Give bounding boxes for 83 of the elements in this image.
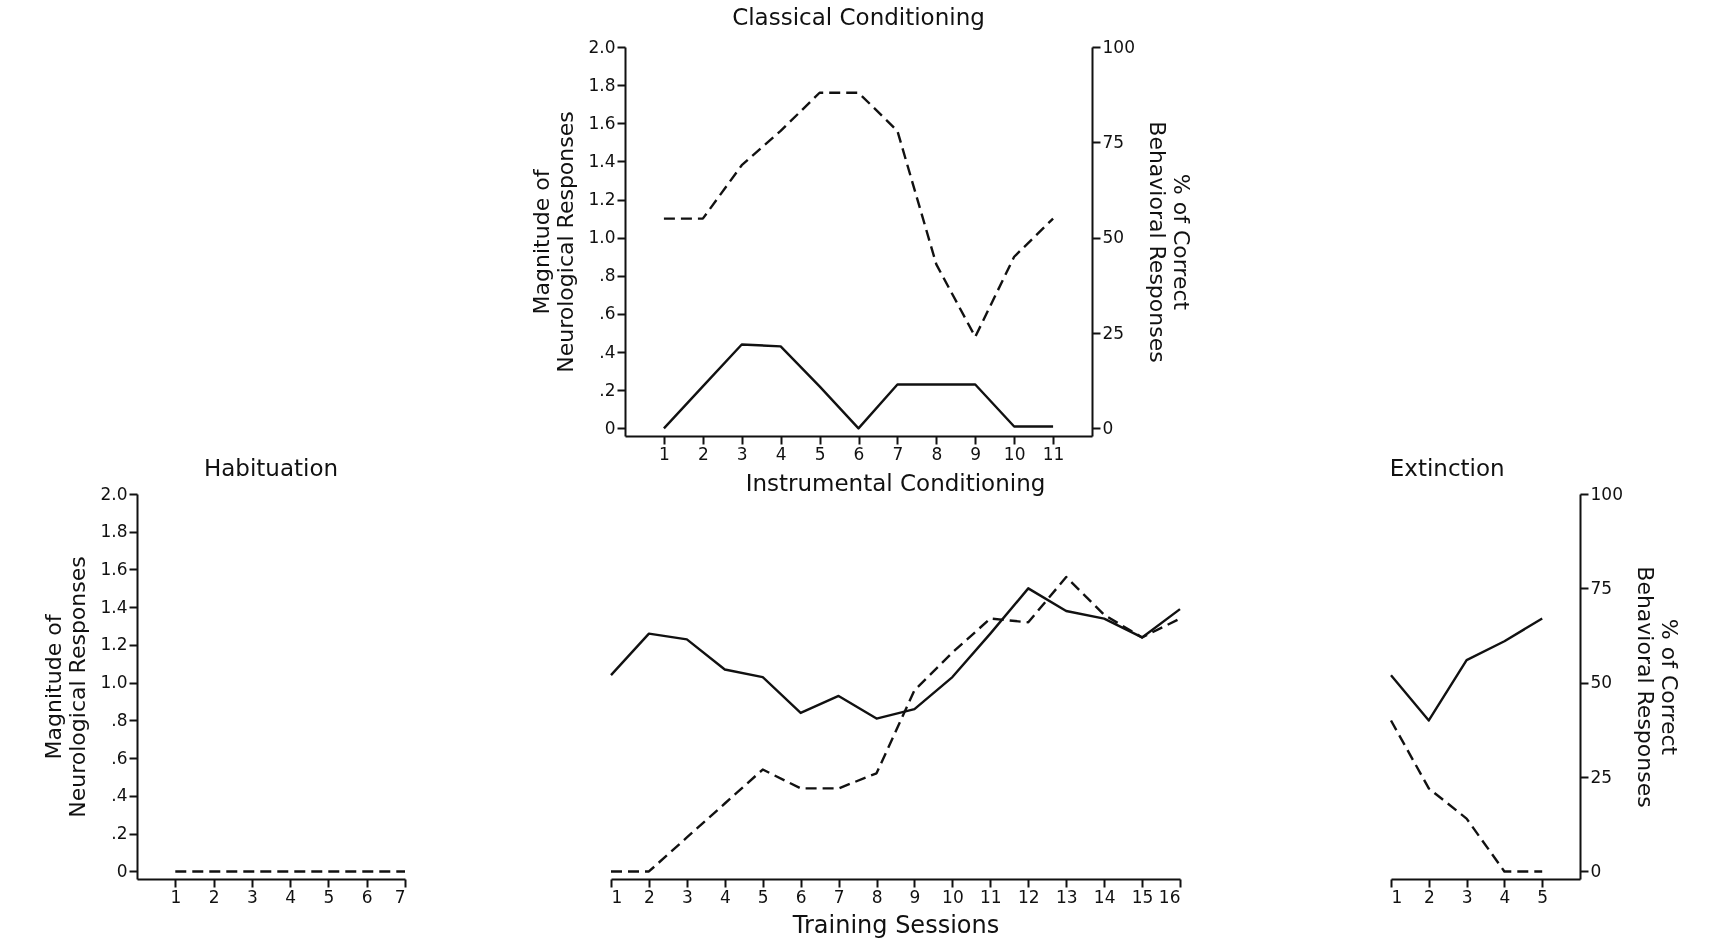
x-tick-label: 6 xyxy=(853,443,865,464)
x-tick-label: 9 xyxy=(970,443,982,464)
y2-tick-label: 25 xyxy=(1102,322,1125,343)
y-tick-label: 1.6 xyxy=(588,112,616,133)
x-tick-label: 11 xyxy=(980,886,1002,907)
y-tick-label: .6 xyxy=(599,303,616,324)
x-tick-label: 4 xyxy=(775,443,787,464)
y2-tick-label: 50 xyxy=(1590,672,1613,693)
y-tick-label: .2 xyxy=(111,823,128,844)
y-axis-title: Magnitude of Neurological Responses xyxy=(41,556,91,818)
y2-tick-label: 100 xyxy=(1102,36,1135,57)
y-tick-label: 1.8 xyxy=(588,74,616,95)
y-tick-label: 1.8 xyxy=(100,521,128,542)
chart-title: Classical Conditioning xyxy=(732,4,985,30)
y2-tick-label: 50 xyxy=(1102,227,1125,248)
x-tick-label: 4 xyxy=(285,886,297,907)
y-tick-label: .8 xyxy=(111,709,128,730)
x-tick-label: 8 xyxy=(871,886,883,907)
y-tick-label: 1.2 xyxy=(588,189,616,210)
y-tick-label: .4 xyxy=(599,341,616,362)
y-axis-title: Magnitude of Neurological Responses xyxy=(529,111,579,373)
x-tick-label: 13 xyxy=(1055,886,1078,907)
x-tick-label: 8 xyxy=(931,443,943,464)
chart-title: Habituation xyxy=(203,455,339,481)
y-tick-label: 0 xyxy=(604,417,616,438)
x-tick-label: 2 xyxy=(1423,886,1435,907)
line-series xyxy=(662,91,1055,339)
x-tick-label: 4 xyxy=(1499,886,1511,907)
x-tick-label: 3 xyxy=(246,886,258,907)
x-tick-label: 5 xyxy=(757,886,769,907)
y-tick-label: .8 xyxy=(599,265,616,286)
x-tick-label: 10 xyxy=(1003,443,1026,464)
y-tick-label: 2.0 xyxy=(100,483,128,504)
y2-tick-label: 0 xyxy=(1590,860,1602,881)
y-tick-label: 1.0 xyxy=(100,672,128,693)
chart-title: Instrumental Conditioning xyxy=(745,470,1046,496)
x-tick-label: 6 xyxy=(795,886,807,907)
x-tick-label: 15 xyxy=(1131,886,1154,907)
x-tick-label: 11 xyxy=(1042,443,1065,464)
x-tick-label: 16 xyxy=(1158,886,1181,907)
x-tick-label: 7 xyxy=(833,886,845,907)
y2-tick-label: 75 xyxy=(1590,577,1613,598)
x-tick-label: 9 xyxy=(909,886,921,907)
line-series xyxy=(662,343,1055,430)
x-tick-label: 4 xyxy=(719,886,731,907)
y2-tick-label: 25 xyxy=(1590,766,1613,787)
x-tick-label: 3 xyxy=(736,443,748,464)
x-tick-label: 5 xyxy=(1537,886,1549,907)
x-tick-label: 1 xyxy=(611,886,623,907)
y-tick-label: .4 xyxy=(111,785,128,806)
x-axis-title: Training Sessions xyxy=(791,910,1000,939)
x-tick-label: 2 xyxy=(644,886,655,907)
x-tick-label: 2 xyxy=(697,443,709,464)
x-tick-label: 14 xyxy=(1093,886,1116,907)
x-tick-label: 3 xyxy=(1461,886,1473,907)
y2-axis-title: % of Correct Behavioral Responses xyxy=(1632,566,1682,808)
y2-tick-label: 0 xyxy=(1102,417,1114,438)
x-tick-label: 3 xyxy=(681,886,693,907)
chart-title: Extinction xyxy=(1389,455,1505,481)
x-tick-label: 7 xyxy=(892,443,904,464)
y2-tick-label: 75 xyxy=(1102,131,1125,152)
y2-axis-title: % of Correct Behavioral Responses xyxy=(1144,121,1194,363)
y-tick-label: 2.0 xyxy=(588,36,616,57)
x-tick-label: 1 xyxy=(659,443,670,464)
x-tick-label: 6 xyxy=(361,886,373,907)
x-tick-label: 7 xyxy=(394,886,406,907)
x-tick-label: 5 xyxy=(323,886,335,907)
y-tick-label: 0 xyxy=(116,860,128,881)
y-tick-label: 1.6 xyxy=(100,558,128,579)
y-tick-label: .6 xyxy=(111,747,128,768)
x-tick-label: 1 xyxy=(1391,886,1403,907)
y2-tick-label: 100 xyxy=(1590,483,1623,504)
x-tick-label: 5 xyxy=(814,443,826,464)
x-tick-label: 2 xyxy=(208,886,220,907)
y-tick-label: 1.4 xyxy=(588,150,616,171)
x-tick-label: 10 xyxy=(942,886,964,907)
y-tick-label: 1.2 xyxy=(100,634,128,655)
y-tick-label: .2 xyxy=(599,379,616,400)
y-tick-label: 1.0 xyxy=(588,227,616,248)
x-tick-label: 12 xyxy=(1017,886,1040,907)
x-tick-label: 1 xyxy=(170,886,182,907)
y-tick-label: 1.4 xyxy=(100,596,128,617)
line-series xyxy=(1389,719,1544,873)
